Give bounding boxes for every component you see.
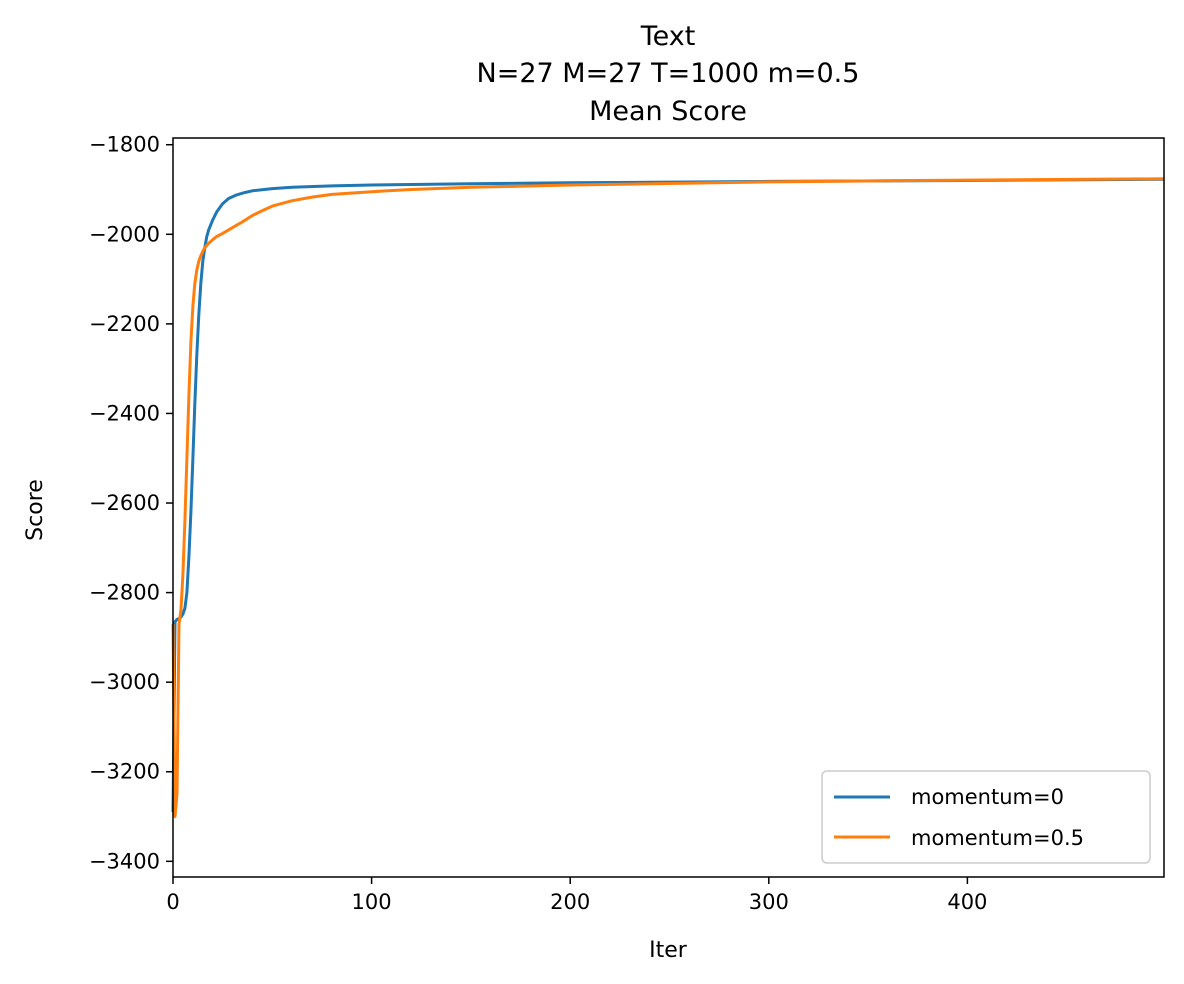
- x-tick-label: 300: [749, 890, 789, 914]
- y-tick-label: −2600: [89, 491, 160, 515]
- legend-label-momentum-0: momentum=0: [911, 785, 1064, 809]
- chart-subtitle-params: N=27 M=27 T=1000 m=0.5: [477, 58, 860, 89]
- chart-subtitle-metric: Mean Score: [589, 96, 747, 127]
- series-line-momentum-0-5: [171, 177, 1165, 818]
- y-tick-label: −2200: [89, 312, 160, 336]
- series-layer: [171, 177, 1165, 818]
- x-axis-ticks: 0 100 200 300 400: [166, 877, 987, 914]
- x-axis-label: Iter: [649, 938, 688, 963]
- x-tick-label: 0: [166, 890, 179, 914]
- chart-title: Text: [640, 21, 696, 52]
- y-axis-ticks: −1800 −2000 −2200 −2400 −2600 −2800 −3000 −3200…: [89, 133, 173, 873]
- y-tick-label: −2800: [89, 581, 160, 605]
- x-tick-label: 100: [352, 890, 392, 914]
- y-tick-label: −3000: [89, 670, 160, 694]
- y-tick-label: −3200: [89, 760, 160, 784]
- x-tick-label: 200: [550, 890, 590, 914]
- y-tick-label: −1800: [89, 133, 160, 157]
- series-line-momentum-0: [171, 177, 1165, 813]
- legend: momentum=0 momentum=0.5: [821, 770, 1151, 864]
- y-tick-label: −2400: [89, 401, 160, 425]
- y-tick-label: −3400: [89, 849, 160, 873]
- x-tick-label: 400: [947, 890, 987, 914]
- plot-frame: [172, 137, 1165, 878]
- legend-label-momentum-0-5: momentum=0.5: [911, 826, 1084, 850]
- legend-box: [821, 770, 1151, 864]
- y-tick-label: −2000: [89, 222, 160, 246]
- y-axis-label: Score: [23, 479, 48, 541]
